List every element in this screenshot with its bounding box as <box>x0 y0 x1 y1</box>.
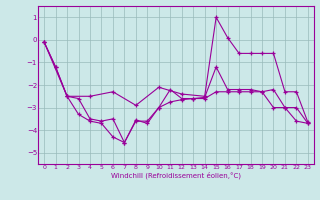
X-axis label: Windchill (Refroidissement éolien,°C): Windchill (Refroidissement éolien,°C) <box>111 172 241 179</box>
